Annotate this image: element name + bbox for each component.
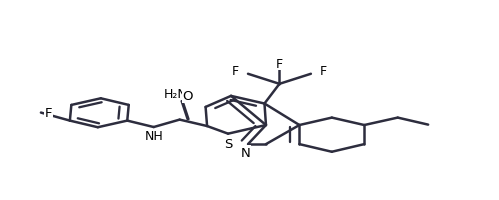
Text: S: S — [224, 137, 232, 150]
Text: NH: NH — [144, 129, 163, 142]
Text: F: F — [276, 57, 283, 70]
Text: O: O — [182, 90, 193, 103]
Text: N: N — [241, 146, 250, 159]
Text: F: F — [320, 65, 327, 78]
Text: F: F — [232, 65, 239, 78]
Text: H₂N: H₂N — [164, 87, 188, 100]
Text: F: F — [44, 107, 52, 119]
